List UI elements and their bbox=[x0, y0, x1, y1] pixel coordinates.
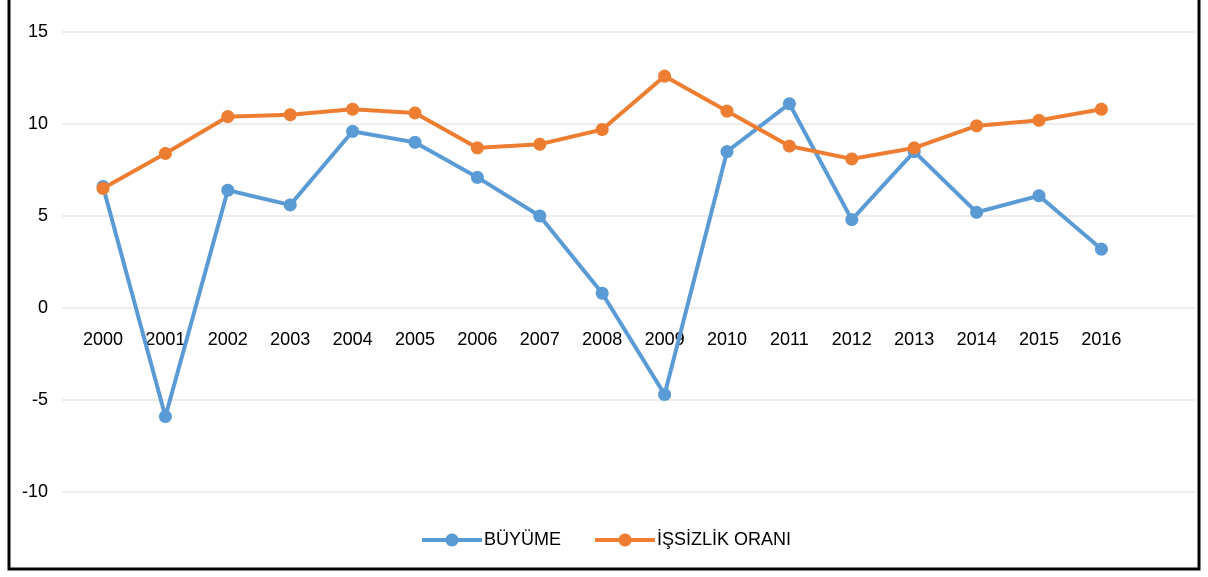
point bbox=[533, 209, 547, 223]
legend-label: BÜYÜME bbox=[484, 529, 561, 549]
point bbox=[782, 97, 796, 111]
chart-border bbox=[7, 0, 1201, 571]
x-tick-label: 2004 bbox=[333, 329, 373, 349]
series-line bbox=[101, 101, 1103, 419]
point bbox=[1094, 242, 1108, 256]
point bbox=[408, 135, 422, 149]
point bbox=[283, 198, 297, 212]
y-tick-label: -10 bbox=[22, 481, 48, 501]
point bbox=[970, 119, 984, 133]
x-tick-label: 2014 bbox=[957, 329, 997, 349]
x-tick-label: 2015 bbox=[1019, 329, 1059, 349]
x-tick-label: 2011 bbox=[770, 329, 809, 349]
point bbox=[1032, 113, 1046, 127]
x-tick-label: 2007 bbox=[520, 329, 560, 349]
point bbox=[96, 181, 110, 195]
point bbox=[720, 104, 734, 118]
x-tick-label: 2000 bbox=[83, 329, 123, 349]
y-tick-label: 5 bbox=[38, 205, 48, 225]
point bbox=[595, 123, 609, 137]
point bbox=[346, 124, 360, 138]
point bbox=[970, 205, 984, 219]
point bbox=[158, 146, 172, 160]
point bbox=[845, 213, 859, 227]
point bbox=[658, 69, 672, 83]
point bbox=[1094, 102, 1108, 116]
point bbox=[221, 110, 235, 124]
x-tick-label: 2002 bbox=[208, 329, 248, 349]
y-tick-label: 15 bbox=[28, 21, 48, 41]
x-tick-label: 2008 bbox=[582, 329, 622, 349]
x-tick-label: 2001 bbox=[145, 329, 185, 349]
point bbox=[346, 102, 360, 116]
point bbox=[782, 139, 796, 153]
point bbox=[658, 387, 672, 401]
point bbox=[1032, 189, 1046, 203]
y-tick-label: -5 bbox=[32, 389, 48, 409]
legend-marker bbox=[618, 533, 632, 547]
point bbox=[470, 170, 484, 184]
x-tick-label: 2005 bbox=[395, 329, 435, 349]
point bbox=[470, 141, 484, 155]
point bbox=[595, 286, 609, 300]
legend-marker bbox=[445, 533, 459, 547]
point bbox=[533, 137, 547, 151]
y-tick-label: 0 bbox=[38, 297, 48, 317]
point bbox=[221, 183, 235, 197]
x-tick-label: 2006 bbox=[457, 329, 497, 349]
x-tick-label: 2010 bbox=[707, 329, 747, 349]
x-tick-label: 2009 bbox=[645, 329, 685, 349]
x-tick-label: 2016 bbox=[1081, 329, 1121, 349]
point bbox=[845, 152, 859, 166]
point bbox=[408, 106, 422, 120]
x-tick-label: 2013 bbox=[894, 329, 934, 349]
x-tick-label: 2003 bbox=[270, 329, 310, 349]
x-tick-label: 2012 bbox=[832, 329, 872, 349]
legend-label: İŞSİZLİK ORANI bbox=[657, 529, 791, 549]
point bbox=[907, 141, 921, 155]
y-tick-label: 10 bbox=[28, 113, 48, 133]
point bbox=[283, 108, 297, 122]
point bbox=[720, 145, 734, 159]
point bbox=[158, 410, 172, 424]
